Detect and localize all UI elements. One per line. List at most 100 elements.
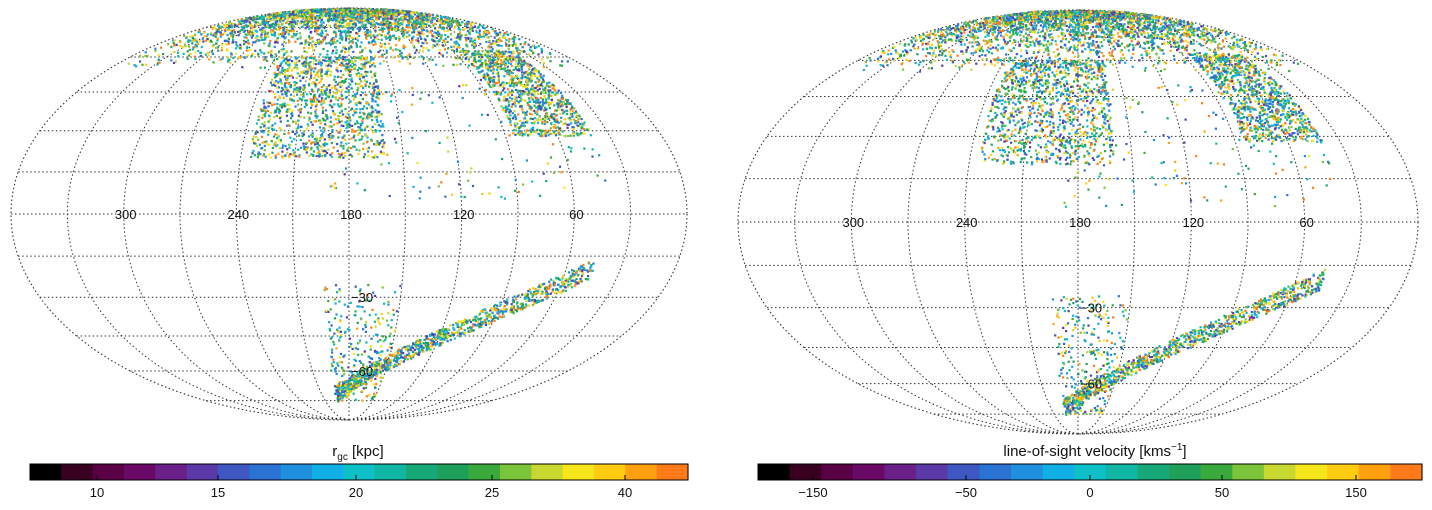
data-point: [521, 77, 524, 80]
data-point: [487, 322, 490, 325]
data-point: [133, 64, 136, 67]
data-point: [260, 33, 263, 36]
data-point: [266, 109, 269, 113]
data-point: [373, 74, 377, 77]
data-point: [270, 54, 273, 57]
data-point: [250, 25, 253, 28]
data-point: [546, 82, 549, 85]
data-point: [560, 103, 563, 106]
data-point: [490, 50, 493, 53]
data-point: [374, 100, 377, 103]
data-point: [247, 24, 250, 28]
data-point: [507, 104, 510, 108]
data-point: [360, 23, 363, 26]
data-point: [303, 130, 306, 133]
data-point: [569, 108, 572, 111]
data-point: [237, 56, 240, 59]
data-point: [497, 73, 500, 76]
data-point: [312, 57, 316, 60]
data-point: [521, 46, 524, 49]
data-point: [410, 11, 413, 14]
data-point: [490, 59, 493, 62]
data-point: [385, 91, 388, 94]
data-point: [524, 62, 527, 65]
data-point: [376, 93, 379, 96]
data-point: [311, 141, 314, 144]
data-point: [469, 40, 472, 43]
data-point: [356, 27, 359, 30]
data-point: [308, 56, 311, 59]
data-point: [566, 99, 569, 102]
data-point: [415, 22, 418, 25]
data-point: [367, 150, 370, 153]
data-point: [516, 65, 520, 68]
data-point: [420, 37, 423, 40]
data-point: [370, 12, 373, 15]
data-point: [251, 53, 254, 56]
data-point: [435, 32, 438, 35]
data-point: [257, 118, 260, 122]
data-point: [378, 92, 381, 95]
data-point: [537, 75, 540, 78]
data-point: [380, 139, 383, 142]
data-point: [214, 35, 217, 38]
data-point: [221, 33, 224, 36]
data-point: [334, 35, 337, 38]
data-point: [270, 140, 273, 143]
data-point: [529, 133, 532, 136]
data-point: [404, 55, 407, 59]
data-point: [349, 22, 352, 25]
data-point: [222, 23, 226, 27]
data-point: [388, 34, 391, 37]
data-point: [290, 99, 294, 102]
data-point: [331, 13, 334, 16]
data-point: [240, 19, 243, 22]
data-point: [346, 58, 349, 61]
data-point: [527, 134, 530, 137]
data-point: [571, 105, 574, 108]
data-point: [509, 55, 512, 58]
data-point: [288, 26, 291, 29]
data-point: [433, 18, 436, 21]
data-point: [284, 82, 287, 85]
data-point: [354, 65, 357, 68]
data-point: [326, 50, 329, 53]
data-point: [305, 151, 308, 154]
data-point: [347, 113, 350, 116]
data-point: [282, 29, 285, 32]
data-point: [323, 89, 326, 93]
data-point: [495, 90, 498, 93]
data-point: [331, 152, 334, 155]
data-point: [361, 97, 364, 100]
data-point: [580, 274, 584, 277]
data-point: [591, 148, 594, 151]
data-point: [282, 69, 285, 73]
data-point: [311, 10, 314, 13]
data-point: [448, 17, 451, 20]
data-point: [371, 125, 374, 129]
data-point: [376, 86, 379, 89]
data-point: [484, 62, 487, 65]
data-point: [460, 54, 463, 57]
data-point: [439, 342, 442, 345]
data-point: [469, 26, 472, 29]
data-point: [281, 66, 284, 69]
data-point: [415, 24, 418, 27]
data-point: [354, 93, 357, 96]
data-point: [303, 70, 306, 73]
data-point: [341, 38, 344, 41]
data-point: [388, 24, 391, 27]
data-point: [431, 341, 434, 344]
data-point: [553, 93, 556, 96]
data-point: [406, 35, 409, 38]
data-point: [347, 91, 350, 94]
data-point: [316, 32, 319, 35]
data-point: [583, 128, 586, 131]
data-point: [560, 120, 563, 123]
data-point: [392, 56, 395, 59]
data-point: [346, 10, 349, 13]
data-point: [570, 122, 573, 125]
data-point: [265, 34, 268, 37]
data-point: [491, 86, 494, 89]
data-point: [243, 29, 246, 32]
